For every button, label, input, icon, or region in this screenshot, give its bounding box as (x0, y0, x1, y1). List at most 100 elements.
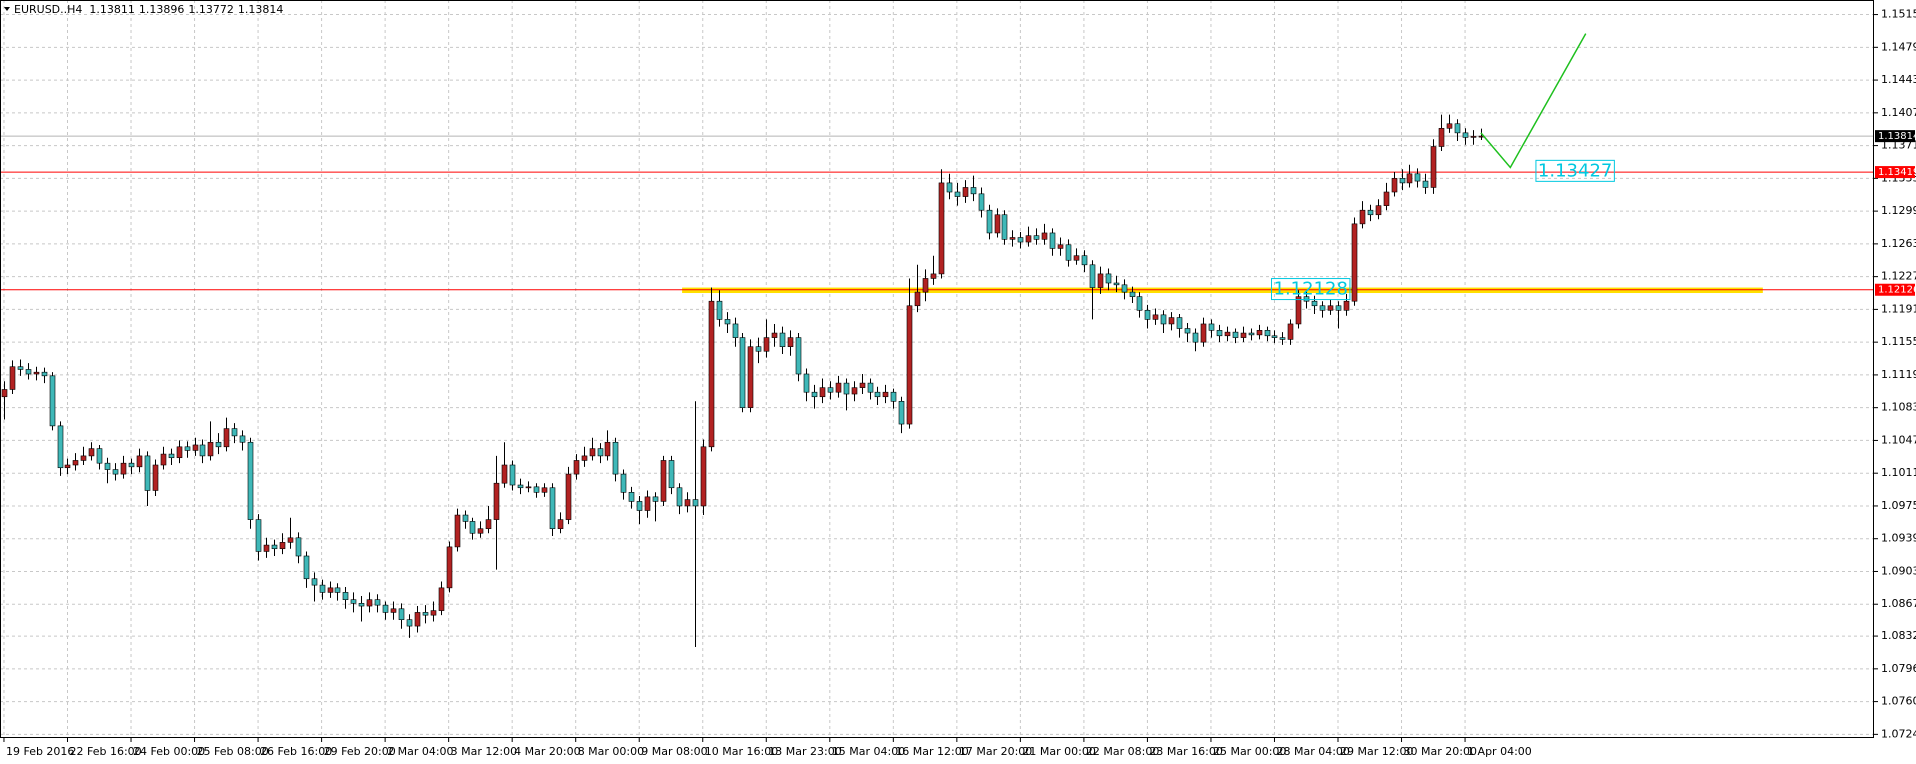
candle-body (1414, 173, 1421, 182)
candle-body (1240, 332, 1247, 338)
candle-body (160, 453, 167, 466)
price-tag (1875, 283, 1915, 296)
y-tick-label: 1.15150 (1881, 8, 1916, 21)
candle-body (1454, 123, 1461, 134)
x-tick-label: 8 Mar 00:00 (578, 745, 644, 758)
x-tick-label: 26 Feb 16:00 (260, 745, 332, 758)
plot-frame (0, 0, 1874, 738)
candle-body (1327, 305, 1334, 311)
marks: 1.12128 1.13427 (0, 33, 1874, 648)
candle-body (1160, 314, 1167, 325)
candle-body (771, 332, 778, 338)
candle-body (819, 387, 826, 398)
candle-body (803, 373, 810, 393)
candle-body (1168, 317, 1175, 325)
candle-body (827, 387, 834, 393)
candle-body (1144, 310, 1151, 320)
price-label: 1.13427 (1538, 160, 1612, 181)
candle-body (239, 435, 246, 443)
candle-body (644, 496, 651, 511)
candle-body (1287, 323, 1294, 340)
candle-body (795, 337, 802, 375)
x-tick-label: 16 Mar 12:00 (895, 745, 968, 758)
candle-body (628, 492, 635, 502)
candle-body (1264, 330, 1271, 337)
candle-body (1295, 296, 1302, 325)
candle-body (446, 546, 453, 589)
candle-body (604, 441, 611, 457)
candle-body (994, 214, 1001, 234)
candle-body (295, 537, 302, 557)
candle-body (80, 455, 87, 461)
candle-body (33, 371, 40, 375)
candle-body (1009, 237, 1016, 240)
candle-body (620, 473, 627, 493)
candle-body (612, 441, 619, 475)
candle-body (676, 487, 683, 507)
candle-body (978, 193, 985, 211)
price-label-box (1271, 278, 1351, 301)
candle-body (1303, 296, 1310, 302)
price-tag-label: 1.12126 (1878, 285, 1916, 296)
candle-body (1311, 300, 1318, 307)
candle-body (1208, 323, 1215, 331)
header: EURUSD..H4 1.13811 1.13896 1.13772 1.13814 (4, 3, 283, 16)
candle-body (438, 587, 445, 611)
candle-body (541, 487, 548, 493)
y-tick-label: 1.08670 (1881, 597, 1916, 610)
x-tick-label: 22 Mar 08:00 (1086, 745, 1159, 758)
candle-body (755, 346, 762, 352)
candle-body (914, 291, 921, 307)
x-tick-label: 15 Mar 04:00 (832, 745, 905, 758)
candle-body (271, 544, 278, 550)
candle-body (176, 446, 183, 459)
axes: 1.151501.147901.144301.140701.137101.133… (3, 8, 1916, 758)
candle-body (946, 182, 953, 193)
candle-body (890, 391, 897, 402)
y-tick-label: 1.09390 (1881, 532, 1916, 545)
x-tick-label: 3 Mar 12:00 (451, 745, 517, 758)
grid (0, 0, 1874, 738)
candle-body (1335, 305, 1342, 311)
candle-body (509, 464, 516, 486)
candle-body (96, 448, 103, 464)
candle-body (64, 464, 71, 469)
x-tick-label: 13 Mar 23:00 (768, 745, 841, 758)
candle-body (716, 300, 723, 320)
candle-body (247, 441, 254, 520)
candle-body (1152, 314, 1159, 320)
candle-body (41, 371, 48, 377)
candle-body (732, 323, 739, 338)
candle-body (1065, 244, 1072, 261)
candle-body (1248, 332, 1255, 336)
candle-body (327, 587, 334, 593)
candle-body (1113, 282, 1120, 286)
candle-body (469, 521, 476, 534)
y-tick-label: 1.09750 (1881, 499, 1916, 512)
candle-body (199, 444, 206, 457)
candle-body (168, 453, 175, 459)
candle-body (144, 455, 151, 491)
candle-body (1367, 209, 1374, 216)
candle-body (1017, 237, 1024, 243)
y-tick-label: 1.07600 (1881, 695, 1916, 708)
candle-body (1033, 235, 1040, 240)
candle-body (700, 446, 707, 507)
x-tick-label: 17 Mar 20:00 (959, 745, 1032, 758)
candle-body (477, 528, 484, 534)
candle-body (1470, 136, 1477, 138)
candle-body (414, 612, 421, 627)
candle-body (1049, 232, 1056, 249)
candle-body (557, 519, 564, 530)
candle-body (255, 519, 262, 552)
candle-body (17, 366, 24, 370)
candle-body (501, 464, 508, 484)
candle-body (1256, 330, 1263, 336)
current-price-label: 1.13814 (1878, 131, 1916, 142)
candle-body (867, 382, 874, 393)
candle-body (462, 514, 469, 522)
header-icon (4, 7, 10, 11)
y-tick-label: 1.07240 (1881, 727, 1916, 740)
header-low: 1.13772 (188, 3, 234, 16)
candle-body (25, 369, 32, 375)
